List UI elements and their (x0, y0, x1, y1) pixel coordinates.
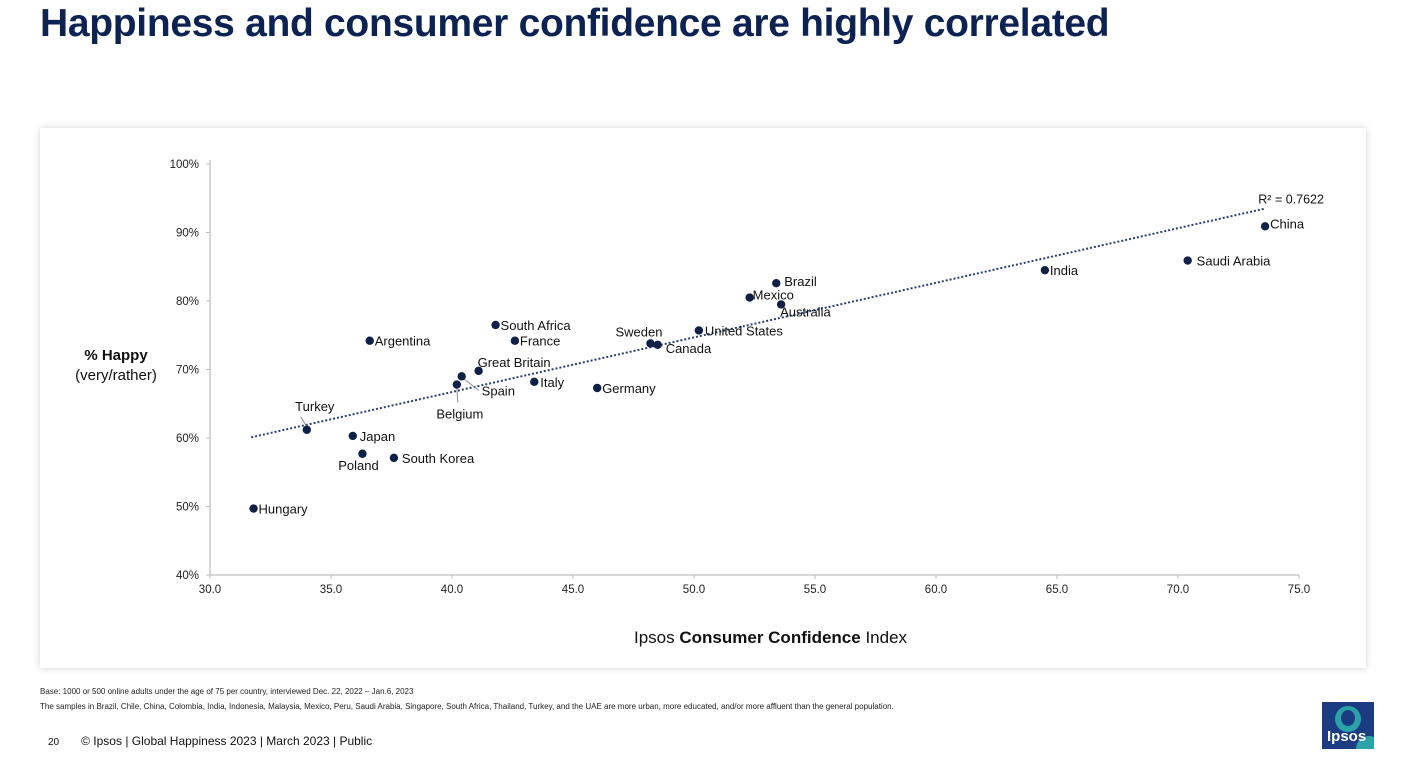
label-belgium: Belgium (436, 407, 483, 422)
point-australia (776, 300, 786, 309)
label-france: France (520, 334, 560, 349)
leader-belgium (456, 387, 459, 403)
footer: 20 © Ipsos | Global Happiness 2023 | Marc… (48, 734, 372, 748)
chart-axes: 40% 50% 60% 70% 80% 90% 100% 30.0 35.0 40.0 45.0 50… (170, 159, 1311, 596)
label-saudi-arabia: Saudi Arabia (1197, 254, 1271, 269)
y-tick-label: 90% (176, 228, 199, 240)
logo-bubble-inner (1341, 710, 1355, 726)
base-note: Base: 1000 or 500 online adults under th… (40, 687, 414, 696)
y-tick-label: 40% (176, 570, 199, 582)
label-poland: Poland (338, 458, 378, 473)
y-tick-label: 50% (176, 502, 199, 514)
page-number: 20 (48, 737, 60, 748)
x-tick-label: 30.0 (199, 584, 221, 596)
point-argentina (365, 336, 374, 345)
point-south-korea (389, 453, 399, 463)
sample-note: The samples in Brazil, Chile, China, Col… (40, 702, 894, 711)
label-mexico: Mexico (753, 288, 794, 303)
point-poland (358, 449, 367, 458)
label-turkey: Turkey (295, 399, 335, 414)
footer-text: © Ipsos | Global Happiness 2023 | March … (81, 734, 373, 748)
r-squared-label: R² = 0.7622 (1258, 193, 1324, 207)
point-italy (530, 377, 539, 387)
point-turkey (302, 425, 311, 434)
label-hungary: Hungary (259, 502, 309, 517)
x-tick-label: 70.0 (1167, 584, 1189, 596)
x-tick-label: 60.0 (925, 584, 947, 596)
chart-panel: 40% 50% 60% 70% 80% 90% 100% 30.0 35.0 40.0 45.0 50… (40, 128, 1366, 668)
point-france (510, 336, 520, 345)
leader-spain (464, 378, 479, 391)
label-japan: Japan (360, 429, 395, 444)
data-points (249, 222, 1270, 513)
label-canada: Canada (666, 341, 712, 356)
point-spain (457, 372, 466, 381)
x-tick-label: 75.0 (1288, 584, 1310, 596)
x-tick-label: 65.0 (1046, 584, 1068, 596)
label-italy: Italy (540, 375, 564, 390)
x-axis-title-prefix: Ipsos (634, 628, 679, 647)
point-brazil (772, 278, 781, 288)
y-axis-subtitle: (very/rather) (75, 367, 157, 384)
x-axis-title-bold: Consumer Confidence (679, 628, 860, 647)
point-canada (653, 340, 662, 350)
point-south-africa (491, 320, 500, 330)
point-saudi-arabia (1183, 256, 1192, 265)
point-germany (593, 383, 602, 393)
y-tick-label: 80% (176, 296, 199, 308)
label-sweden: Sweden (615, 324, 662, 339)
y-axis-title: % Happy (84, 347, 148, 364)
point-india (1040, 265, 1050, 275)
label-great-britain: Great Britain (478, 355, 551, 370)
y-tick-label: 100% (170, 159, 199, 171)
x-tick-label: 35.0 (320, 584, 342, 596)
point-labels: Hungary Turkey Japan Poland South Korea Argen… (259, 216, 1305, 516)
label-australia: Australia (780, 304, 831, 319)
label-brazil: Brazil (784, 274, 817, 289)
point-great-britain (474, 366, 483, 376)
scatter-chart: 40% 50% 60% 70% 80% 90% 100% 30.0 35.0 40.0 45.0 50… (75, 159, 1324, 647)
y-tick-label: 70% (176, 365, 199, 377)
label-china: China (1270, 216, 1305, 231)
leader-turkey (300, 416, 308, 428)
slide-title: Happiness and consumer confidence are hi… (40, 2, 1110, 45)
x-tick-label: 40.0 (441, 584, 463, 596)
trendline-group: R² = 0.7622 (250, 193, 1324, 439)
x-axis-title-suffix: Index (861, 628, 908, 647)
x-tick-label: 45.0 (562, 584, 584, 596)
x-tick-label: 55.0 (804, 584, 826, 596)
label-south-korea: South Korea (402, 451, 475, 466)
label-united-states: United States (705, 323, 784, 338)
y-tick-label: 60% (176, 433, 199, 445)
point-china (1260, 222, 1270, 231)
point-belgium (452, 380, 462, 389)
x-axis-title: Ipsos Consumer Confidence Index (634, 628, 908, 647)
logo-swoosh-shape (1356, 736, 1374, 749)
label-argentina: Argentina (375, 334, 431, 349)
trendline (250, 207, 1266, 439)
ipsos-logo: Ipsos (1322, 702, 1374, 749)
x-tick-label: 50.0 (683, 584, 705, 596)
point-sweden (646, 339, 655, 348)
label-india: India (1050, 263, 1079, 278)
point-hungary (249, 504, 258, 513)
label-spain: Spain (482, 383, 515, 398)
label-germany: Germany (602, 381, 656, 396)
point-mexico (745, 293, 754, 302)
leader-lines (300, 378, 479, 428)
point-united-states (694, 326, 704, 335)
logo-text: Ipsos (1327, 728, 1367, 745)
point-japan (348, 431, 357, 441)
label-south-africa: South Africa (501, 318, 572, 333)
